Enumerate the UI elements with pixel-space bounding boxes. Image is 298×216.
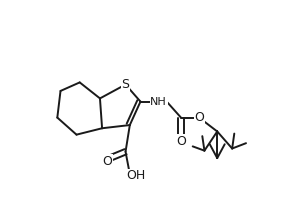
Text: NH: NH [150, 97, 167, 107]
Text: O: O [195, 111, 204, 124]
Text: O: O [102, 155, 112, 168]
Text: S: S [122, 78, 130, 91]
Text: OH: OH [127, 169, 146, 182]
Text: O: O [176, 135, 186, 148]
